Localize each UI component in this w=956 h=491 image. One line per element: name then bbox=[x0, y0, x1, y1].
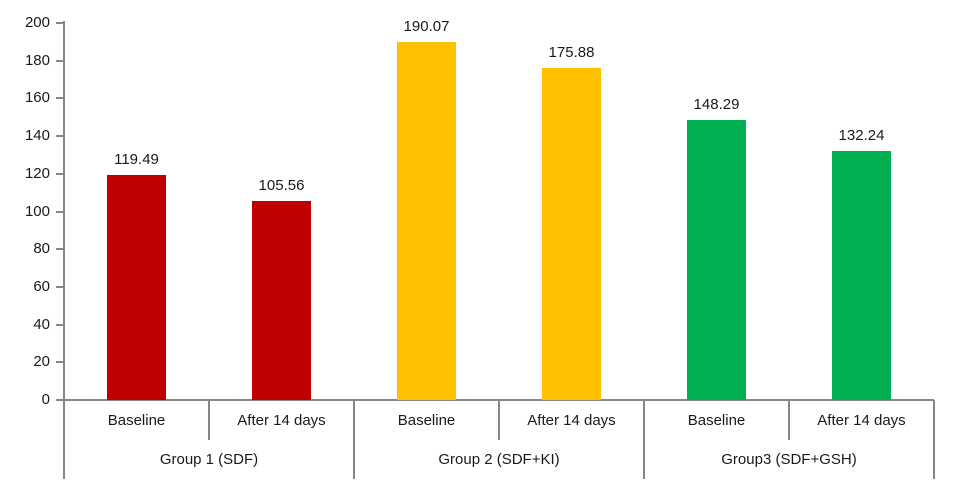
bar-value-label: 119.49 bbox=[114, 150, 159, 168]
y-axis-tick bbox=[56, 135, 64, 138]
bar-value-label: 132.24 bbox=[838, 126, 885, 144]
y-axis-tick bbox=[56, 210, 64, 213]
bar-group1-baseline bbox=[107, 174, 166, 400]
y-axis-tick-label: 0 bbox=[41, 391, 50, 408]
bar-group2-baseline bbox=[397, 41, 456, 400]
y-axis-tick-label: 60 bbox=[33, 277, 50, 295]
x-axis-category-label: After 14 days bbox=[237, 412, 326, 429]
y-axis-tick-label: 180 bbox=[24, 51, 50, 69]
x-axis-category-divider bbox=[208, 400, 210, 440]
y-axis-tick bbox=[56, 323, 64, 326]
x-axis-group-label: Group 2 (SDF+KI) bbox=[438, 451, 560, 468]
y-axis-tick-label: 160 bbox=[24, 89, 50, 107]
bar-group3-baseline bbox=[687, 120, 746, 400]
x-axis-line bbox=[56, 399, 934, 401]
y-axis-line bbox=[63, 21, 65, 400]
bar-value-label: 190.07 bbox=[403, 17, 450, 35]
y-axis-tick bbox=[56, 172, 64, 175]
bar-value-label: 175.88 bbox=[548, 44, 595, 62]
x-axis-group-divider bbox=[933, 400, 935, 479]
y-axis-tick bbox=[56, 248, 64, 251]
y-axis-tick bbox=[56, 59, 64, 62]
x-axis-group-divider bbox=[63, 400, 65, 479]
y-axis-tick-label: 100 bbox=[24, 202, 50, 220]
x-axis-category-label: Baseline bbox=[397, 412, 456, 429]
y-axis-tick-label: 40 bbox=[33, 315, 50, 333]
bar-value-label: 105.56 bbox=[258, 177, 305, 195]
y-axis-tick-label: 200 bbox=[24, 14, 50, 31]
x-axis-group-divider bbox=[643, 400, 645, 479]
x-axis-category-label: After 14 days bbox=[817, 412, 906, 429]
x-axis-group-label: Group 1 (SDF) bbox=[159, 451, 259, 468]
x-axis-category-label: Baseline bbox=[687, 412, 746, 429]
y-axis-tick-label: 80 bbox=[33, 240, 50, 258]
y-axis-tick bbox=[56, 22, 64, 24]
x-axis-category-label: After 14 days bbox=[527, 412, 616, 429]
x-axis-category-label: Baseline bbox=[107, 412, 166, 429]
x-axis-category-divider bbox=[788, 400, 790, 440]
y-axis-tick bbox=[56, 285, 64, 288]
bar-value-label: 148.29 bbox=[693, 96, 740, 114]
y-axis-tick bbox=[56, 361, 64, 364]
bar-group2-after14days bbox=[542, 68, 601, 400]
x-axis-group-divider bbox=[353, 400, 355, 479]
y-axis-tick-label: 20 bbox=[33, 353, 50, 371]
x-axis-group-label: Group3 (SDF+GSH) bbox=[721, 451, 857, 468]
x-axis-category-divider bbox=[498, 400, 500, 440]
bar-group1-after14days bbox=[252, 201, 311, 400]
y-axis-tick-label: 120 bbox=[24, 164, 50, 182]
y-axis-tick-label: 140 bbox=[24, 127, 50, 145]
y-axis-tick bbox=[56, 97, 64, 100]
bar-group3-after14days bbox=[832, 150, 891, 400]
